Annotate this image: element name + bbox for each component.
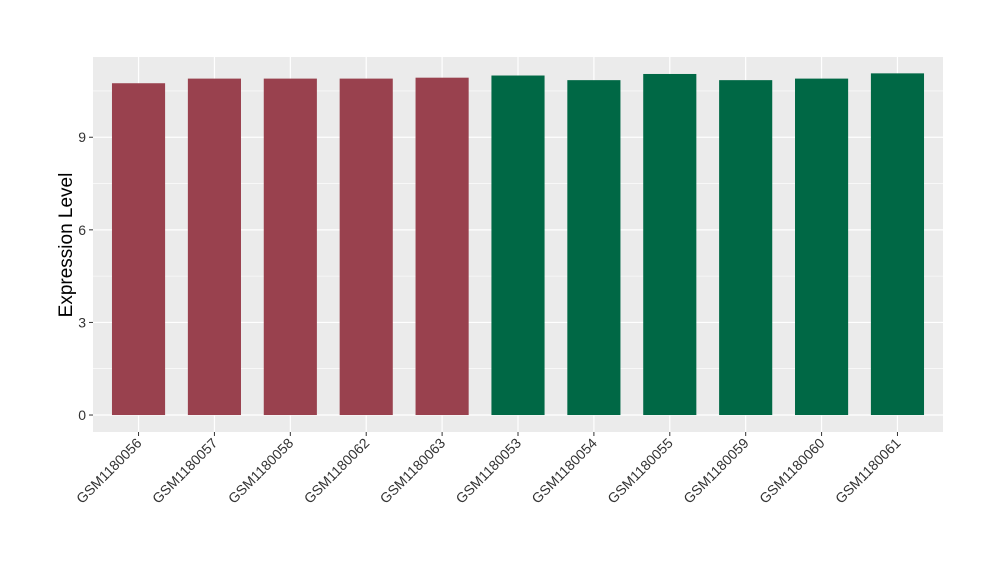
bar-GSM1180063 bbox=[415, 77, 469, 416]
bar-GSM1180058 bbox=[263, 78, 317, 416]
x-tick-label: GSM1180061 bbox=[832, 435, 904, 507]
x-tick-label: GSM1180062 bbox=[301, 435, 373, 507]
x-tick-label: GSM1180053 bbox=[452, 435, 524, 507]
y-tick-label: 0 bbox=[78, 407, 86, 423]
bars bbox=[111, 73, 925, 416]
bar-GSM1180055 bbox=[643, 73, 697, 416]
bar-GSM1180061 bbox=[870, 73, 925, 416]
bar-GSM1180062 bbox=[339, 78, 393, 416]
x-axis-ticks: GSM1180056 GSM1180057 GSM1180058 GSM1180062… bbox=[73, 432, 904, 506]
x-tick-label: GSM1180059 bbox=[680, 435, 752, 507]
x-tick-label: GSM1180056 bbox=[73, 435, 145, 507]
bar-GSM1180057 bbox=[187, 78, 241, 416]
x-tick-label: GSM1180060 bbox=[756, 435, 828, 507]
bar-GSM1180059 bbox=[719, 80, 773, 416]
y-tick-label: 6 bbox=[78, 222, 86, 238]
y-tick-label: 9 bbox=[78, 129, 86, 145]
bar-GSM1180053 bbox=[491, 75, 545, 416]
y-tick-label: 3 bbox=[78, 314, 86, 330]
x-tick-label: GSM1180055 bbox=[604, 435, 676, 507]
bar-GSM1180060 bbox=[795, 78, 849, 416]
bar-GSM1180056 bbox=[111, 83, 166, 416]
y-axis-ticks: 0 3 6 9 bbox=[78, 129, 93, 423]
x-tick-label: GSM1180057 bbox=[149, 435, 221, 507]
x-tick-label: GSM1180054 bbox=[528, 435, 600, 507]
x-tick-label: GSM1180058 bbox=[225, 435, 297, 507]
y-axis-title: Expression Level bbox=[56, 173, 77, 318]
x-tick-label: GSM1180063 bbox=[377, 435, 449, 507]
bar-GSM1180054 bbox=[567, 80, 621, 416]
